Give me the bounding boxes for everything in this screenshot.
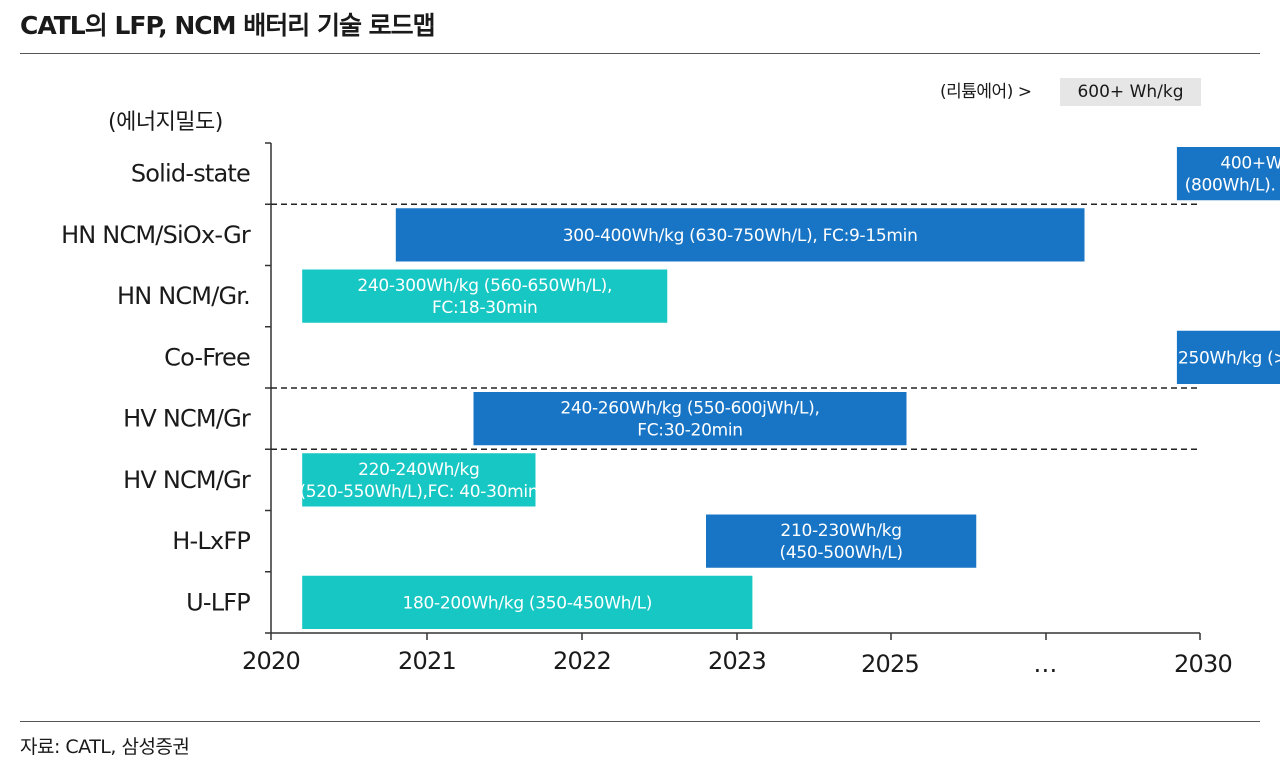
category-label: HV NCM/Gr bbox=[123, 466, 251, 494]
source-note: 자료: CATL, 삼성증권 bbox=[20, 736, 190, 758]
chart-title: CATL의 LFP, NCM 배터리 기술 로드맵 bbox=[20, 11, 436, 40]
x-tick-label: … bbox=[1033, 650, 1056, 678]
x-tick-label: 2020 bbox=[242, 647, 300, 675]
bar-label: 240-300Wh/kg (560-650Wh/L), bbox=[357, 276, 612, 296]
bar-label: 300-400Wh/kg (630-750Wh/L), FC:9-15min bbox=[563, 226, 918, 246]
bar-label: >250Wh/kg (>550Wh/L) bbox=[1164, 348, 1280, 368]
category-label: HV NCM/Gr bbox=[123, 405, 251, 433]
bar-label: 180-200Wh/kg (350-450Wh/L) bbox=[402, 593, 652, 613]
bar bbox=[1176, 147, 1280, 201]
category-label: Co-Free bbox=[164, 343, 250, 371]
bar bbox=[302, 269, 668, 323]
bar-label: FC:18-30min bbox=[432, 298, 538, 318]
bar-label: (520-550Wh/L),FC: 40-30min bbox=[299, 482, 538, 502]
bar bbox=[302, 453, 536, 507]
category-label: Solid-state bbox=[131, 160, 250, 188]
bar-label: 240-260Wh/kg (550-600jWh/L), bbox=[560, 399, 819, 419]
y-axis-title: (에너지밀도) bbox=[108, 110, 223, 135]
bar-label: FC:30-20min bbox=[637, 421, 743, 441]
bar bbox=[473, 392, 907, 446]
bar-label: 400+Wh/kg bbox=[1220, 154, 1280, 174]
legend-value-box: 600+ Wh/kg bbox=[1060, 78, 1201, 106]
legend-label: (리튬에어) > bbox=[940, 82, 1032, 102]
bar bbox=[395, 208, 1085, 262]
bar bbox=[302, 575, 753, 629]
x-tick-label: 2022 bbox=[553, 647, 611, 675]
x-tick-label: 2021 bbox=[398, 647, 456, 675]
x-tick-label: 2023 bbox=[708, 647, 766, 675]
category-label: HN NCM/Gr. bbox=[117, 282, 250, 310]
category-label: HN NCM/SiOx-Gr bbox=[61, 221, 251, 249]
category-label: U-LFP bbox=[186, 588, 250, 616]
bottom-divider bbox=[20, 721, 1260, 722]
roadmap-chart: Solid-state HN NCM/SiOx-Gr HN NCM/Gr. Co-Fr… bbox=[61, 142, 1280, 678]
x-tick-label: 2030 bbox=[1174, 650, 1232, 678]
category-label: H-LxFP bbox=[172, 527, 250, 555]
bar-label: (450-500Wh/L) bbox=[780, 543, 903, 563]
bar bbox=[706, 514, 977, 568]
bar-label: (800Wh/L). FC: 5min bbox=[1185, 176, 1280, 196]
bar-label: 220-240Wh/kg bbox=[358, 460, 479, 480]
top-divider bbox=[20, 53, 1260, 54]
bar bbox=[1176, 330, 1280, 384]
x-tick-label: 2025 bbox=[861, 650, 919, 678]
bar-label: 210-230Wh/kg bbox=[780, 521, 901, 541]
